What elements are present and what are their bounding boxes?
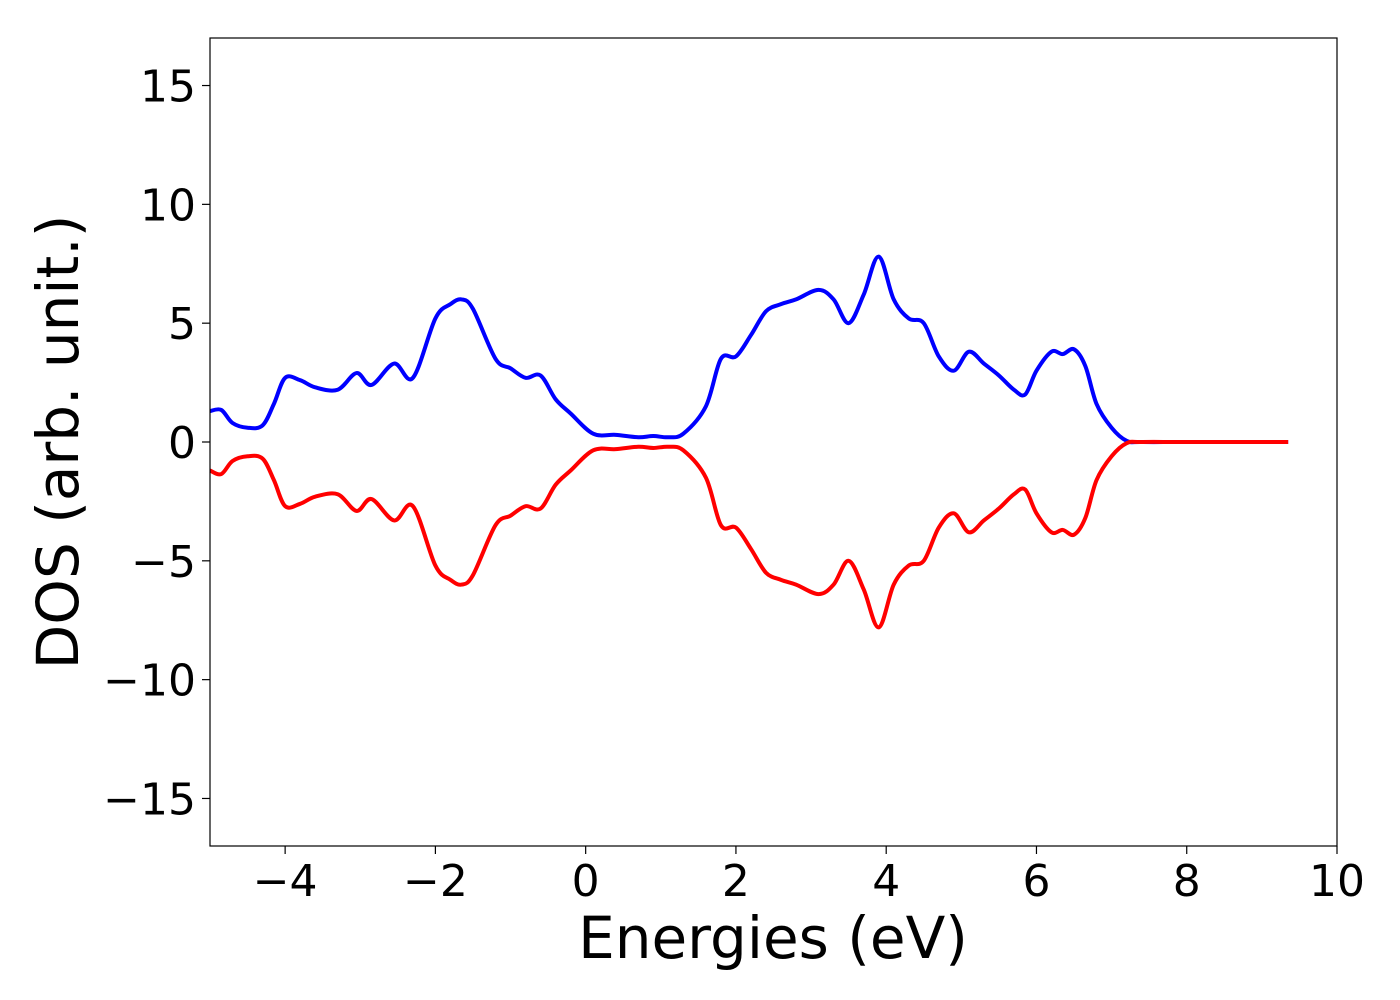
- x-tick-label: 2: [722, 856, 750, 907]
- y-tick-label: −5: [131, 537, 196, 588]
- series-line-2: [209, 439, 1289, 630]
- y-axis-ticks: 15 10 5 0 −5 −10 −15: [103, 62, 210, 825]
- x-tick-label: 0: [572, 856, 600, 907]
- y-axis-label: DOS (arb. unit.): [24, 215, 92, 670]
- y-tick-label: 10: [140, 180, 196, 231]
- y-tick-label: 0: [168, 418, 196, 469]
- x-axis-label: Energies (eV): [578, 904, 968, 972]
- y-tick-label: 5: [168, 299, 196, 350]
- x-tick-label: 6: [1022, 856, 1050, 907]
- x-tick-label: −4: [253, 856, 318, 907]
- x-axis-ticks: −4 −2 0 2 4 6 8 10: [253, 846, 1365, 907]
- x-tick-label: −2: [403, 856, 468, 907]
- y-tick-label: 15: [140, 62, 196, 113]
- x-tick-label: 4: [872, 856, 900, 907]
- y-tick-label: −10: [103, 656, 196, 707]
- x-tick-label: 8: [1173, 856, 1201, 907]
- y-tick-label: −15: [103, 774, 196, 825]
- x-tick-label: 10: [1309, 856, 1365, 907]
- series-layer: [209, 254, 1289, 630]
- series-line-1: [209, 254, 1289, 445]
